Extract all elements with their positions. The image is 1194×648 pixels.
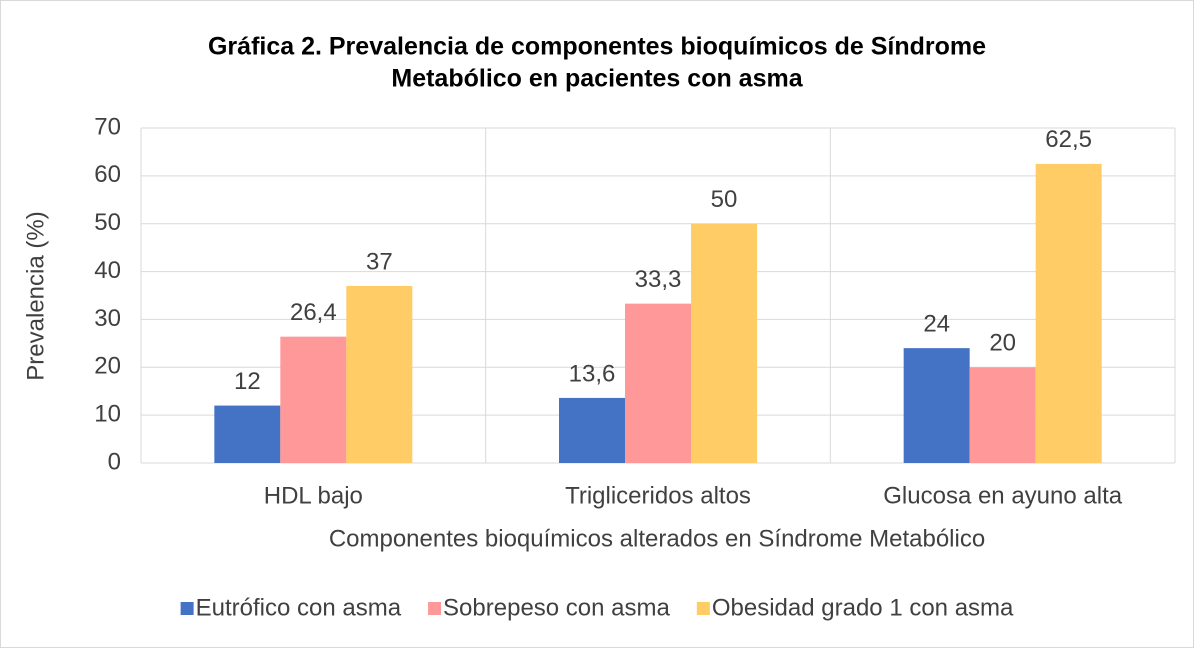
data-label: 26,4 (290, 299, 337, 326)
data-label: 13,6 (569, 360, 616, 387)
chart-title: Metabólico en pacientes con asma (391, 65, 803, 93)
y-tick-label: 70 (94, 113, 121, 140)
bar (1035, 163, 1102, 463)
bar (625, 303, 691, 463)
bar (214, 405, 281, 463)
legend-label: Sobrepeso con asma (443, 594, 670, 621)
legend-swatch (696, 602, 710, 615)
data-label: 50 (711, 186, 738, 213)
y-tick-label: 60 (94, 161, 121, 188)
legend-label: Eutrófico con asma (196, 594, 402, 621)
bar (280, 336, 347, 463)
data-label: 20 (989, 330, 1016, 357)
y-tick-label: 20 (94, 353, 121, 380)
bar (969, 367, 1036, 463)
data-label: 62,5 (1045, 126, 1092, 153)
x-tick-label: HDL bajo (264, 482, 363, 509)
y-tick-label: 0 (108, 448, 121, 475)
y-axis-label: Prevalencia (%) (22, 211, 49, 380)
y-tick-label: 50 (94, 209, 121, 236)
data-label: 37 (366, 248, 393, 275)
bar (559, 397, 625, 463)
x-tick-label: Trigliceridos altos (565, 482, 751, 509)
y-tick-label: 40 (94, 257, 121, 284)
data-label: 12 (234, 368, 261, 395)
bar (691, 223, 757, 463)
bar (346, 285, 413, 463)
y-tick-label: 10 (94, 400, 121, 427)
legend-label: Obesidad grado 1 con asma (712, 594, 1014, 621)
bar (903, 348, 970, 463)
data-label: 33,3 (635, 266, 682, 293)
data-label: 24 (923, 310, 950, 337)
x-axis-label: Componentes bioquímicos alterados en Sín… (329, 525, 985, 552)
legend-swatch (180, 602, 194, 615)
x-tick-label: Glucosa en ayuno alta (883, 482, 1122, 509)
y-tick-label: 30 (94, 305, 121, 332)
chart-title: Gráfica 2. Prevalencia de componentes bi… (208, 33, 986, 61)
legend-swatch (428, 602, 442, 615)
